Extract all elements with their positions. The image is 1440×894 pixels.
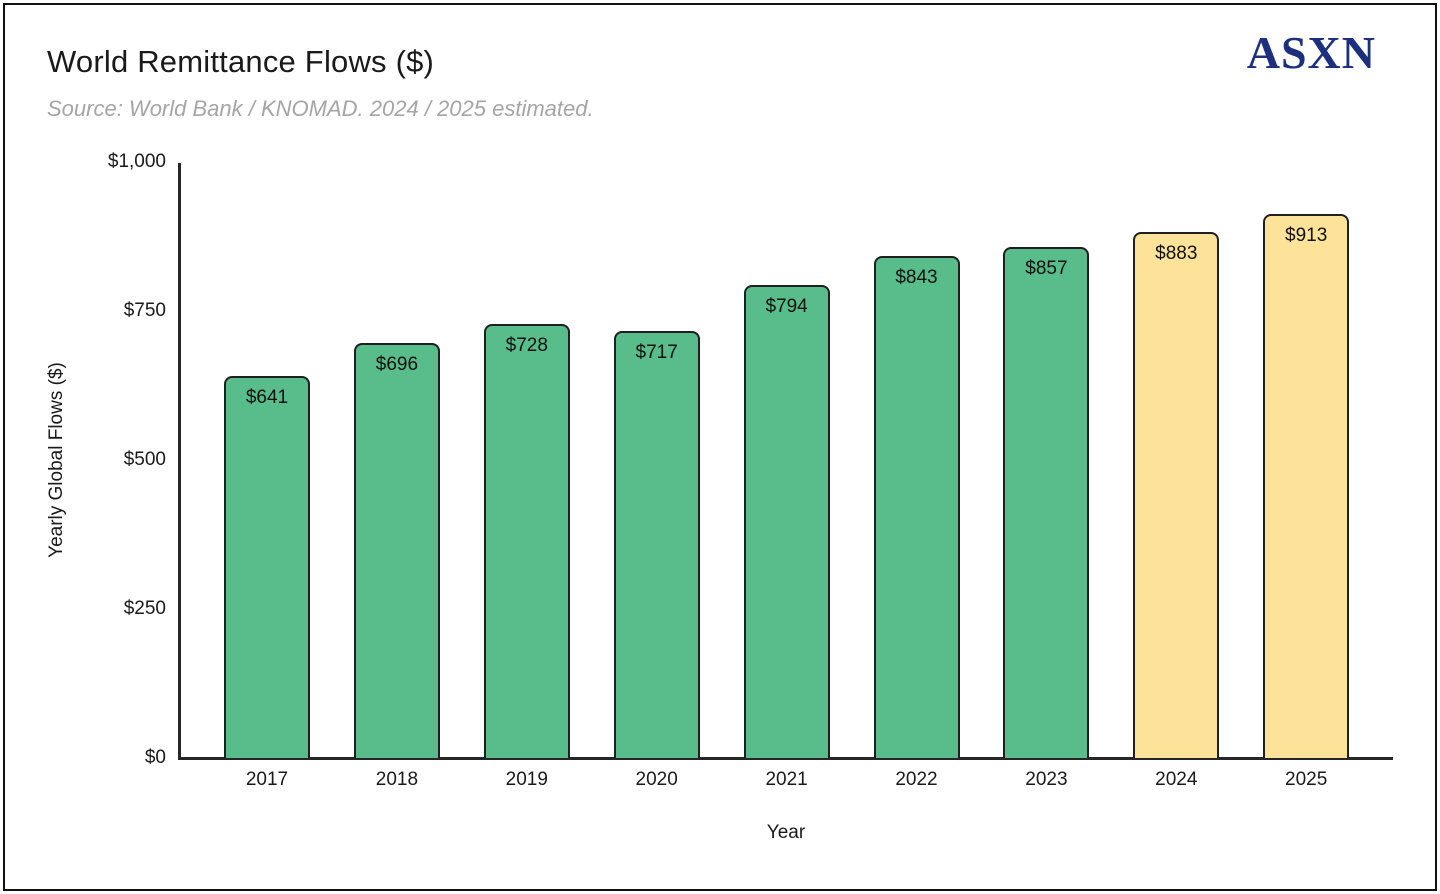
bar-2018: $696 — [353, 343, 440, 758]
y-tick-label: $750 — [123, 300, 166, 321]
y-tick-label: $250 — [123, 598, 166, 619]
x-tick-label: 2017 — [245, 769, 289, 790]
x-tick-label: 2023 — [1025, 769, 1068, 790]
bar-2017: $641 — [224, 375, 310, 758]
x-tick-label: 2024 — [1155, 769, 1198, 790]
y-tick-label: $0 — [144, 747, 166, 768]
x-tick-label: 2022 — [895, 769, 938, 790]
x-axis-title: Year — [766, 822, 806, 843]
bar-2022: $843 — [873, 255, 960, 758]
bar-2020: $717 — [613, 330, 700, 758]
bar-value-label: $843 — [895, 266, 938, 288]
x-axis-line — [178, 757, 1393, 760]
bar-value-label: $883 — [1155, 242, 1198, 264]
bar-value-label: $913 — [1285, 224, 1328, 246]
bar-2021: $794 — [743, 284, 830, 758]
x-tick-label: 2019 — [505, 769, 548, 790]
chart-title: World Remittance Flows ($) — [47, 44, 435, 79]
bar-2023: $857 — [1003, 247, 1090, 758]
x-tick-label: 2020 — [635, 769, 678, 790]
bar-value-label: $717 — [635, 341, 678, 363]
x-tick-label: 2025 — [1285, 769, 1328, 790]
x-tick-label: 2021 — [765, 769, 808, 790]
bar-value-label: $696 — [375, 354, 419, 376]
chart-subtitle: Source: World Bank / KNOMAD. 2024 / 2025… — [47, 96, 594, 121]
bar-2019: $728 — [483, 324, 570, 758]
x-tick-label: 2018 — [375, 769, 419, 790]
bar-value-label: $794 — [765, 295, 808, 317]
bar-2025: $913 — [1263, 213, 1350, 758]
asxn-logo: ASXN — [1246, 27, 1376, 78]
y-axis-line — [178, 163, 181, 760]
bar-value-label: $728 — [505, 335, 548, 357]
bar-value-label: $857 — [1025, 258, 1068, 280]
bar-value-label: $641 — [245, 386, 289, 408]
y-tick-label: $1,000 — [107, 151, 166, 172]
y-tick-label: $500 — [123, 449, 166, 470]
bar-2024: $883 — [1133, 231, 1220, 758]
